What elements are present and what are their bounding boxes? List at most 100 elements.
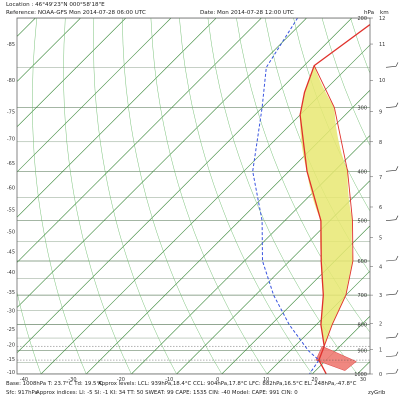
dry-adiabat-line — [93, 18, 177, 374]
km-tick-label: 11 — [379, 42, 385, 48]
base-info-label: Base: 1008hPa T: 23.7°C Td: 19.5°C — [6, 381, 103, 387]
dewpoint-curve — [252, 18, 320, 374]
left-tick-label: -65 — [7, 161, 15, 167]
km-tick-label: 4 — [379, 264, 382, 270]
wind-barb-flag — [395, 332, 399, 338]
km-tick-label: 6 — [379, 205, 382, 211]
km-tick-label: 3 — [379, 293, 382, 299]
wind-barb-flag — [395, 351, 399, 356]
isotherm-line — [17, 18, 262, 263]
wind-barb — [385, 293, 397, 296]
dry-adiabat-line — [150, 18, 268, 374]
x-tick-label: 10 — [263, 377, 269, 383]
x-tick-label: 0 — [216, 377, 219, 383]
dry-adiabat-line — [207, 18, 358, 374]
pressure-tick-label: 300 — [357, 106, 367, 112]
km-tick-label: 12 — [379, 16, 385, 22]
cape-area — [300, 65, 353, 346]
left-tick-label: -80 — [7, 78, 15, 84]
x-tick-label: -40 — [20, 377, 28, 383]
dry-adiabat-line — [122, 18, 222, 374]
wind-barb-flag — [395, 102, 399, 107]
km-unit-label: km — [380, 10, 389, 16]
approx-levels-label: Approx levels: LCL: 939hPa,18.4°C CCL: 9… — [98, 381, 357, 387]
x-tick-label: -10 — [165, 377, 173, 383]
isotherm-line — [17, 18, 353, 354]
km-tick-label: 5 — [379, 236, 382, 242]
wind-barb — [385, 66, 397, 68]
dry-adiabat-line — [32, 18, 87, 374]
left-tick-label: -75 — [7, 109, 15, 115]
pressure-tick-label: 400 — [357, 169, 367, 175]
km-tick-label: 1 — [379, 347, 382, 353]
left-tick-label: -55 — [7, 207, 15, 213]
dry-adiabat-line — [379, 18, 400, 374]
left-tick-label: -15 — [7, 357, 15, 363]
isotherm-line — [176, 180, 370, 374]
left-tick-label: -35 — [7, 290, 15, 296]
isotherm-line — [17, 18, 81, 83]
wind-barb-flag — [395, 289, 399, 295]
left-tick-label: -20 — [7, 342, 15, 348]
isotherm-line — [131, 134, 370, 374]
left-tick-label: -10 — [7, 370, 15, 376]
pressure-tick-label: 500 — [357, 219, 367, 225]
location-label: Location : 46°49'23"N 000°58'18"E — [6, 2, 105, 8]
wind-barb-flag — [395, 368, 399, 374]
surface-label: Sfc: 917hPa — [6, 390, 38, 396]
dry-adiabat-line — [63, 18, 132, 374]
reference-label: Reference: NOAA-GFS Mon 2014-07-28 06:00… — [6, 10, 146, 16]
dry-adiabat-line — [264, 18, 370, 274]
isotherm-line — [221, 225, 370, 374]
pressure-tick-label: 600 — [357, 259, 367, 265]
x-tick-label: 30 — [360, 377, 366, 383]
km-tick-label: 0 — [379, 372, 382, 378]
wind-barb-flag — [395, 255, 399, 261]
approx-indices-label: Approx indices: LI: -5 SI: -1 KI: 34 TT:… — [36, 390, 298, 396]
wind-barb-flag — [395, 215, 399, 220]
wind-barb-flag — [395, 62, 399, 67]
wind-barb — [385, 355, 397, 358]
cin-area — [315, 345, 357, 371]
wind-barb — [385, 106, 397, 108]
left-tick-label: -50 — [7, 229, 15, 235]
temperature-curve — [299, 23, 370, 374]
x-tick-label: -30 — [68, 377, 76, 383]
isotherm-line — [17, 18, 307, 309]
credit-label: zyGrib — [368, 390, 386, 396]
wind-barb — [385, 259, 397, 262]
km-tick-label: 10 — [379, 78, 385, 84]
left-tick-label: -60 — [7, 185, 15, 191]
km-tick-label: 9 — [379, 109, 382, 115]
left-tick-label: -25 — [7, 327, 15, 333]
valid-date-label: Date: Mon 2014-07-28 12:00 UTC — [200, 10, 294, 16]
isotherm-line — [17, 18, 127, 128]
isotherm-line — [40, 44, 370, 374]
wind-barb — [385, 372, 397, 375]
left-tick-label: -70 — [7, 137, 15, 143]
wind-barb — [385, 219, 397, 221]
dry-adiabat-line — [321, 18, 370, 147]
pressure-tick-label: 700 — [357, 293, 367, 299]
isotherm-line — [85, 89, 370, 374]
left-tick-label: -30 — [7, 308, 15, 314]
wind-barb — [385, 170, 397, 172]
pressure-tick-label: 800 — [357, 323, 367, 329]
wind-barb-flag — [395, 166, 399, 171]
left-tick-label: -40 — [7, 270, 15, 276]
left-tick-label: -45 — [7, 250, 15, 256]
pressure-tick-label: 200 — [357, 16, 367, 22]
km-tick-label: 8 — [379, 140, 382, 146]
plot-frame — [16, 17, 371, 375]
pressure-tick-label: 900 — [357, 349, 367, 355]
wind-barb — [385, 336, 397, 339]
hpa-unit-label: hPa — [364, 10, 375, 16]
km-tick-label: 7 — [379, 175, 382, 181]
km-tick-label: 2 — [379, 321, 382, 327]
x-tick-label: 20 — [311, 377, 317, 383]
dry-adiabat-line — [179, 18, 313, 374]
pressure-tick-label: 1000 — [354, 372, 367, 378]
x-tick-label: -20 — [117, 377, 125, 383]
